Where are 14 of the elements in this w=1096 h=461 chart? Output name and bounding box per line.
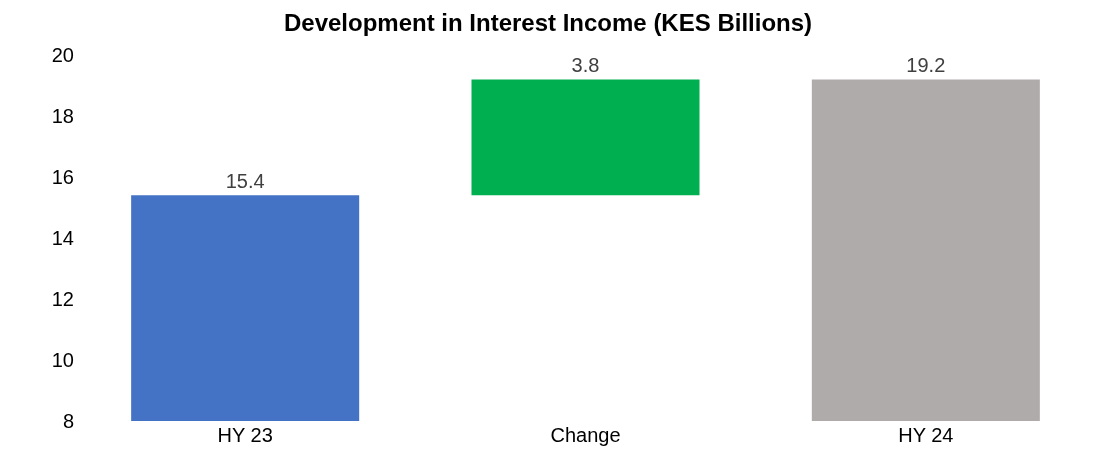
y-tick-label: 8 bbox=[62, 410, 74, 432]
chart-title: Development in Interest Income (KES Billions) bbox=[283, 8, 813, 36]
y-tick-label: 18 bbox=[51, 105, 74, 127]
x-tick-label: HY 23 bbox=[217, 424, 273, 446]
x-tick-label: Change bbox=[550, 424, 621, 446]
data-label: 3.8 bbox=[571, 54, 600, 77]
y-tick-label: 20 bbox=[51, 44, 74, 66]
x-tick-label: HY 24 bbox=[898, 424, 954, 446]
data-label: 15.4 bbox=[225, 170, 265, 193]
y-tick-label: 10 bbox=[51, 349, 74, 371]
data-label: 19.2 bbox=[906, 54, 946, 77]
y-tick-label: 16 bbox=[51, 166, 74, 188]
y-tick-label: 12 bbox=[51, 288, 74, 310]
y-tick-label: 14 bbox=[51, 227, 74, 249]
